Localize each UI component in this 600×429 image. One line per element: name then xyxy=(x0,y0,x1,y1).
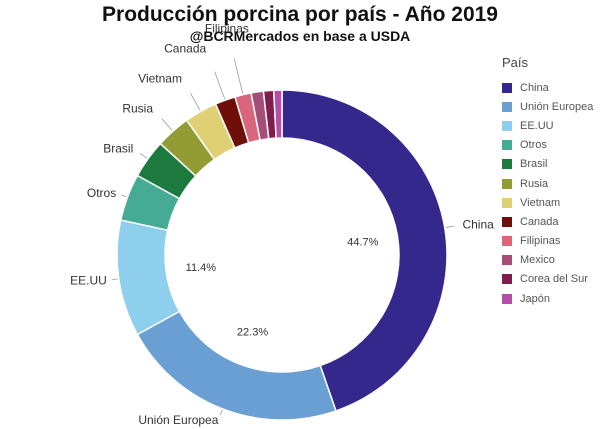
legend-swatch-brasil xyxy=(502,159,512,170)
legend-item-vietnam[interactable]: Vietnam xyxy=(502,193,593,212)
legend-label-china: China xyxy=(520,81,549,94)
outer-label-brasil: Brasil xyxy=(103,141,133,155)
outer-label-filipinas: Filipinas xyxy=(205,22,249,36)
legend-label-brasil: Brasil xyxy=(520,158,548,171)
leader-line-union-europea xyxy=(219,409,223,416)
outer-label-china: China xyxy=(462,218,494,232)
outer-label-vietnam: Vietnam xyxy=(138,71,182,85)
legend-label-japon: Japón xyxy=(520,292,550,305)
legend-label-ee-uu: EE.UU xyxy=(520,119,554,132)
legend-swatch-china xyxy=(502,82,512,93)
percent-label-union-europea: 22.3% xyxy=(237,327,268,339)
percent-label-china: 44.7% xyxy=(347,236,378,248)
legend-label-vietnam: Vietnam xyxy=(520,196,561,209)
legend-swatch-canada xyxy=(502,216,512,227)
leader-line-china xyxy=(445,225,455,228)
legend-label-mexico: Mexico xyxy=(520,254,555,267)
legend-label-union-europea: Unión Europea xyxy=(520,100,594,113)
legend-item-mexico[interactable]: Mexico xyxy=(502,251,593,270)
legend-swatch-vietnam xyxy=(502,197,512,208)
legend-title: País xyxy=(502,55,529,70)
legend: País China Unión Europea EE.UU Otros Brasil R… xyxy=(502,55,593,308)
legend-label-canada: Canada xyxy=(520,215,559,228)
outer-label-canada: Canada xyxy=(164,41,206,55)
legend-swatch-corea-del-sur xyxy=(502,274,512,285)
legend-item-japon[interactable]: Japón xyxy=(502,289,593,308)
legend-items: China Unión Europea EE.UU Otros Brasil Rusia V… xyxy=(502,78,593,308)
legend-swatch-japon xyxy=(502,293,512,304)
legend-item-filipinas[interactable]: Filipinas xyxy=(502,232,593,251)
outer-label-union-europea: Unión Europea xyxy=(138,413,218,427)
legend-label-otros: Otros xyxy=(520,139,547,152)
legend-swatch-mexico xyxy=(502,255,512,266)
leader-line-canada xyxy=(214,71,226,100)
leader-line-otros xyxy=(121,194,127,198)
outer-label-otros: Otros xyxy=(87,186,116,200)
outer-label-ee-uu: EE.UU xyxy=(70,273,107,287)
leader-line-rusia xyxy=(161,118,173,131)
legend-swatch-filipinas xyxy=(502,236,512,247)
leader-line-vietnam xyxy=(190,93,201,111)
slice-ee-uu[interactable] xyxy=(116,219,181,336)
chart-subtitle: @BCRMercados en base a USDA xyxy=(189,28,411,44)
legend-item-union-europea[interactable]: Unión Europea xyxy=(502,97,593,116)
legend-item-rusia[interactable]: Rusia xyxy=(502,174,593,193)
legend-swatch-ee-uu xyxy=(502,120,512,131)
legend-item-canada[interactable]: Canada xyxy=(502,212,593,231)
legend-item-brasil[interactable]: Brasil xyxy=(502,155,593,174)
legend-swatch-union-europea xyxy=(502,101,512,112)
legend-swatch-rusia xyxy=(502,178,512,189)
slice-japon[interactable] xyxy=(272,89,283,139)
chart-title: Producción porcina por país - Año 2019 xyxy=(102,3,498,26)
legend-label-corea-del-sur: Corea del Sur xyxy=(520,273,588,286)
legend-swatch-otros xyxy=(502,140,512,151)
legend-item-corea-del-sur[interactable]: Corea del Sur xyxy=(502,270,593,289)
legend-label-filipinas: Filipinas xyxy=(520,235,561,248)
legend-item-otros[interactable]: Otros xyxy=(502,136,593,155)
leader-line-filipinas xyxy=(233,58,244,94)
leader-line-brasil xyxy=(139,152,148,159)
legend-item-ee-uu[interactable]: EE.UU xyxy=(502,116,593,135)
legend-label-rusia: Rusia xyxy=(520,177,549,190)
outer-label-rusia: Rusia xyxy=(122,102,153,116)
percent-label-ee-uu: 11.4% xyxy=(186,262,217,274)
leader-line-ee-uu xyxy=(112,278,118,281)
slice-china[interactable] xyxy=(281,89,448,412)
legend-item-china[interactable]: China xyxy=(502,78,593,97)
